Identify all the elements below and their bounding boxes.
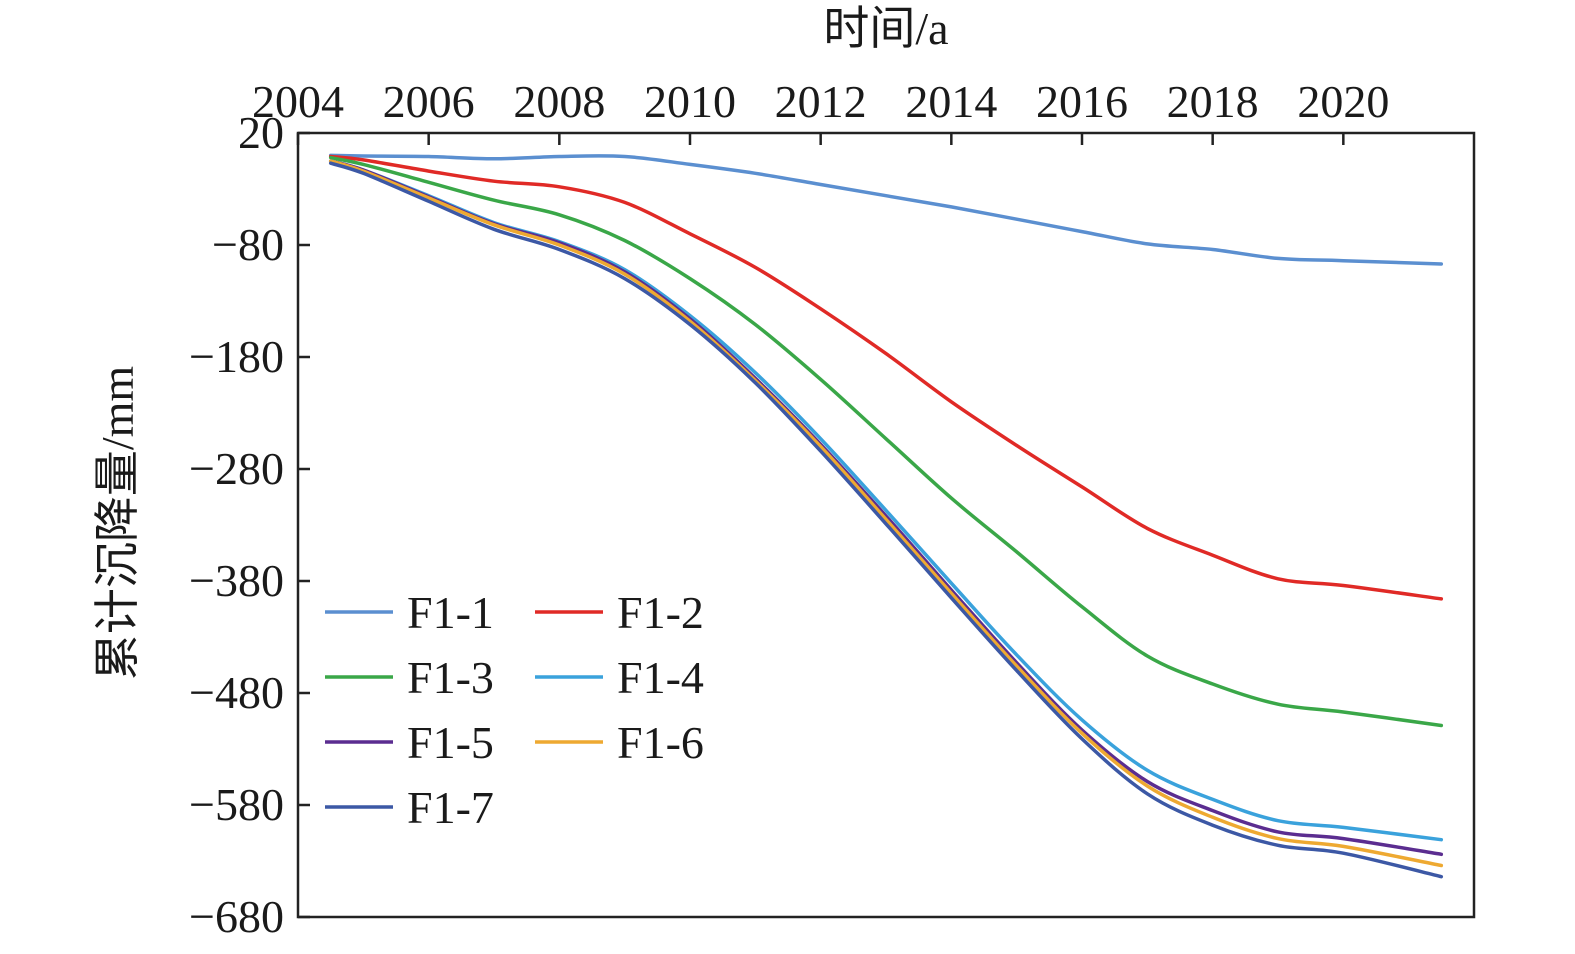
x-axis-ticks: 2004 2006 2008 2010 2012 2014 2016 2018 2020	[252, 76, 1389, 145]
series-line-f1-5	[331, 161, 1442, 854]
legend-label: F1-5	[407, 717, 494, 768]
y-axis-ticks: 20 −80 −180 −280 −380 −480 −580 −680	[189, 107, 310, 942]
y-tick-label: −280	[189, 443, 284, 494]
y-tick-label: −180	[189, 331, 284, 382]
y-tick-label: 20	[238, 107, 284, 158]
legend-label: F1-3	[407, 652, 494, 703]
legend-label: F1-2	[617, 587, 704, 638]
x-tick-label: 2016	[1036, 76, 1128, 127]
legend-label: F1-7	[407, 782, 494, 833]
y-tick-label: −80	[212, 219, 284, 270]
subsidence-line-chart: 2004 2006 2008 2010 2012 2014 2016 2018 2020 20−…	[0, 0, 1575, 954]
series-line-f1-3	[331, 158, 1442, 726]
y-tick-label: −580	[189, 779, 284, 830]
series-line-f1-1	[331, 155, 1442, 264]
y-tick-label: −380	[189, 555, 284, 606]
x-tick-label: 2014	[905, 76, 997, 127]
x-tick-label: 2018	[1167, 76, 1259, 127]
y-tick-label: −680	[189, 891, 284, 942]
y-tick-label: −480	[189, 667, 284, 718]
x-tick-label: 2012	[775, 76, 867, 127]
series-line-f1-6	[331, 161, 1442, 866]
y-axis-title: 累计沉降量/mm	[92, 366, 143, 681]
legend-label: F1-6	[617, 717, 704, 768]
legend-label: F1-4	[617, 652, 704, 703]
x-tick-label: 2020	[1297, 76, 1389, 127]
series-lines	[331, 155, 1442, 876]
x-tick-label: 2008	[513, 76, 605, 127]
series-line-f1-4	[331, 161, 1442, 840]
x-tick-label: 2010	[644, 76, 736, 127]
x-axis-title: 时间/a	[823, 3, 948, 54]
legend-label: F1-1	[407, 587, 494, 638]
x-tick-label: 2006	[383, 76, 475, 127]
legend: F1-1 F1-2 F1-3 F1-4 F1-5 F1-6 F1-7	[325, 587, 704, 833]
